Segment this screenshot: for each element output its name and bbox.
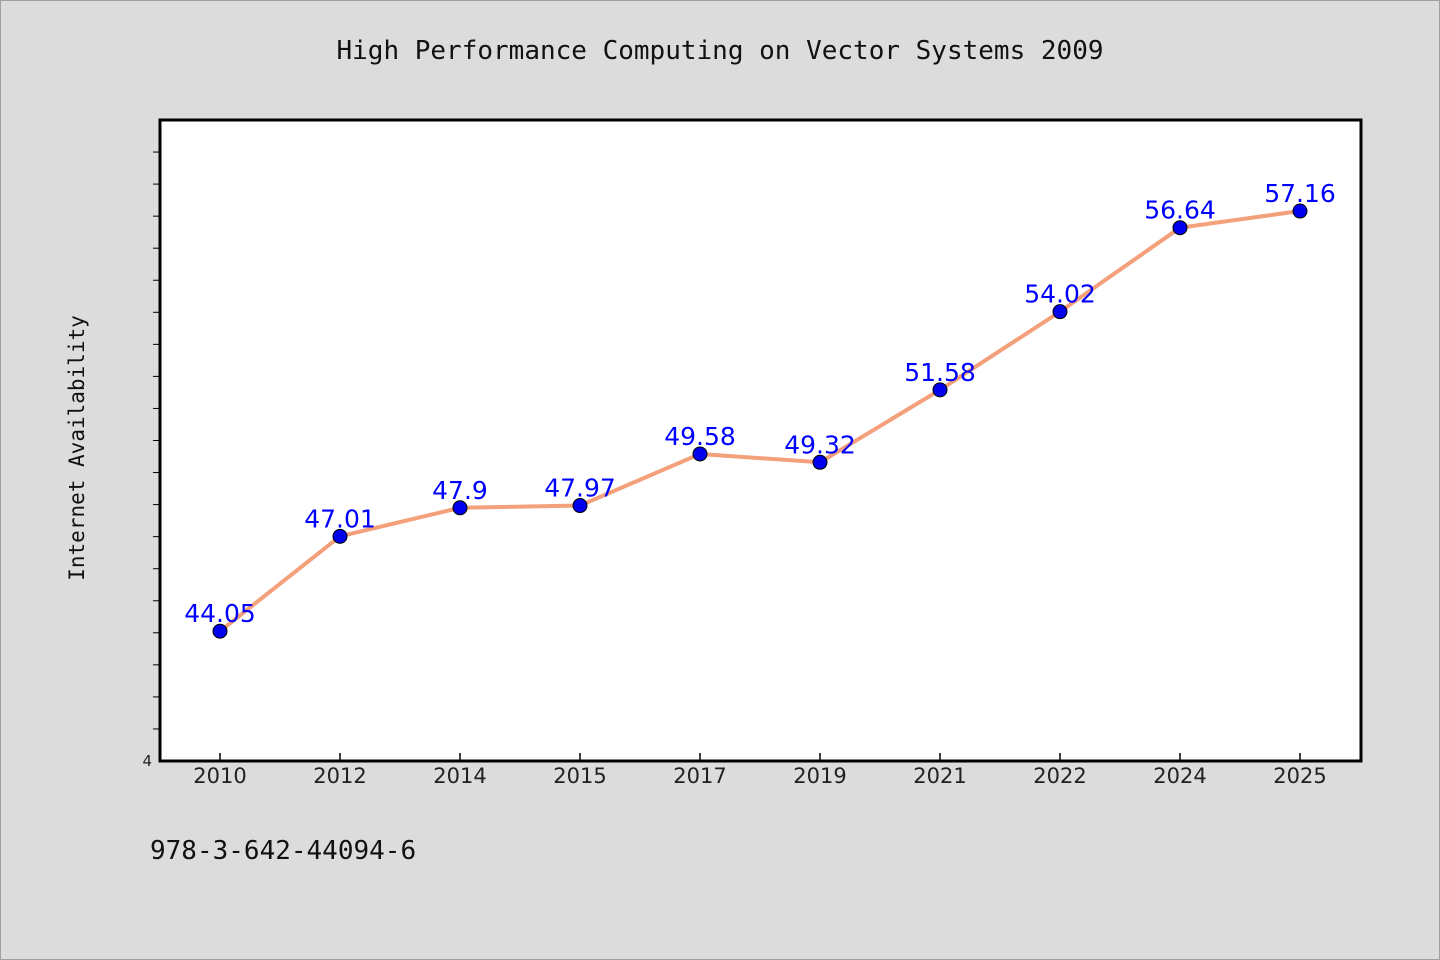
series-line (218, 209, 1301, 633)
data-label: 47.9 (432, 476, 488, 505)
isbn-caption: 978-3-642-44094-6 (150, 836, 417, 866)
x-tick-label: 2022 (1033, 764, 1086, 788)
data-point (1172, 220, 1188, 236)
x-tick-label: 2012 (313, 764, 366, 788)
data-labels: 44.05 47.01 47.9 47.97 49.58 49.32 51.58 54.02 5… (184, 179, 1336, 628)
data-point (332, 528, 348, 544)
data-label: 47.01 (304, 504, 376, 533)
data-point (1052, 304, 1068, 320)
data-label: 44.05 (184, 599, 256, 628)
data-point (1292, 203, 1308, 219)
x-tick-label: 2024 (1153, 764, 1206, 788)
data-point (932, 382, 948, 398)
x-axis-ticks: 2010 2012 2014 2015 2017 2019 2021 2022 2024 2025 (193, 753, 1327, 788)
x-tick-label: 2010 (193, 764, 246, 788)
y-axis-ticks: 4 (142, 151, 160, 770)
x-tick-label: 2019 (793, 764, 846, 788)
data-markers (212, 203, 1308, 639)
series-lines (218, 209, 1301, 633)
chart-title: High Performance Computing on Vector Sys… (336, 36, 1104, 66)
data-point (572, 498, 588, 514)
data-label: 49.58 (664, 422, 736, 451)
data-label: 56.64 (1144, 196, 1216, 225)
data-point (692, 446, 708, 462)
data-label: 54.02 (1024, 280, 1096, 309)
data-label: 49.32 (784, 430, 856, 459)
data-point (812, 454, 828, 470)
x-tick-label: 2014 (433, 764, 486, 788)
data-label: 47.97 (544, 474, 616, 503)
data-point (212, 623, 228, 639)
x-tick-label: 2015 (553, 764, 606, 788)
data-label: 57.16 (1264, 179, 1336, 208)
y-tick-label: 4 (142, 752, 152, 770)
x-tick-label: 2021 (913, 764, 966, 788)
data-point (452, 500, 468, 516)
data-label: 51.58 (904, 358, 976, 387)
plot-area (158, 118, 1363, 763)
x-tick-label: 2017 (673, 764, 726, 788)
x-tick-label: 2025 (1273, 764, 1326, 788)
